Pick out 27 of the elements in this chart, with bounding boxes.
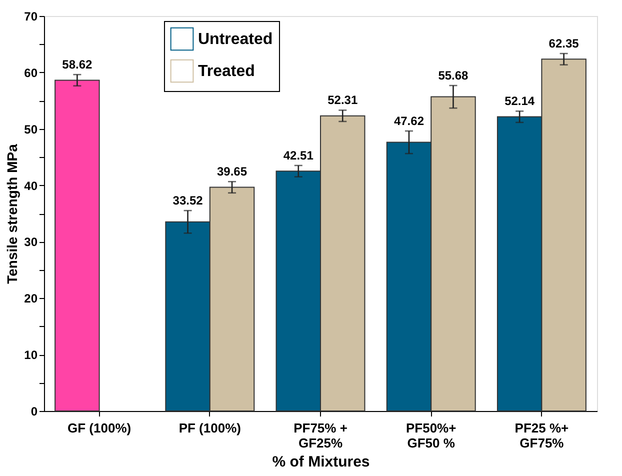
y-tick-label: 40: [24, 178, 38, 193]
y-tick-label: 0: [30, 404, 38, 418]
y-tick-label: 30: [24, 235, 38, 250]
y-tick-label: 20: [24, 292, 38, 306]
x-tick-label: PF50%+ GF50 %: [406, 420, 457, 450]
legend-label: Untreated: [198, 31, 273, 48]
data-label: 52.31: [328, 93, 358, 108]
legend-label: Treated: [198, 63, 255, 80]
data-label: 52.14: [504, 94, 535, 108]
x-axis-title: % of Mixtures: [272, 454, 370, 470]
x-tick-label: PF25 %+ GF75%: [514, 420, 570, 450]
x-tick-label: PF75% + GF25%: [294, 420, 348, 450]
data-label: 47.62: [394, 114, 424, 128]
x-tick-label: PF (100%): [178, 420, 241, 436]
data-label: 58.62: [62, 58, 93, 72]
y-axis-title: Tensile strength MPa: [4, 144, 20, 284]
x-tick-label: GF (100%): [68, 420, 132, 436]
data-label: 55.68: [438, 68, 469, 83]
data-label: 33.52: [172, 194, 204, 208]
y-tick-label: 60: [24, 66, 38, 80]
data-label: 62.35: [548, 36, 580, 51]
y-tick-label: 10: [24, 348, 38, 362]
bar: [54, 80, 100, 412]
data-label: 39.65: [217, 164, 248, 179]
data-label: 42.51: [283, 148, 314, 162]
y-tick-label: 70: [24, 10, 38, 24]
y-tick-label: 50: [24, 122, 38, 136]
